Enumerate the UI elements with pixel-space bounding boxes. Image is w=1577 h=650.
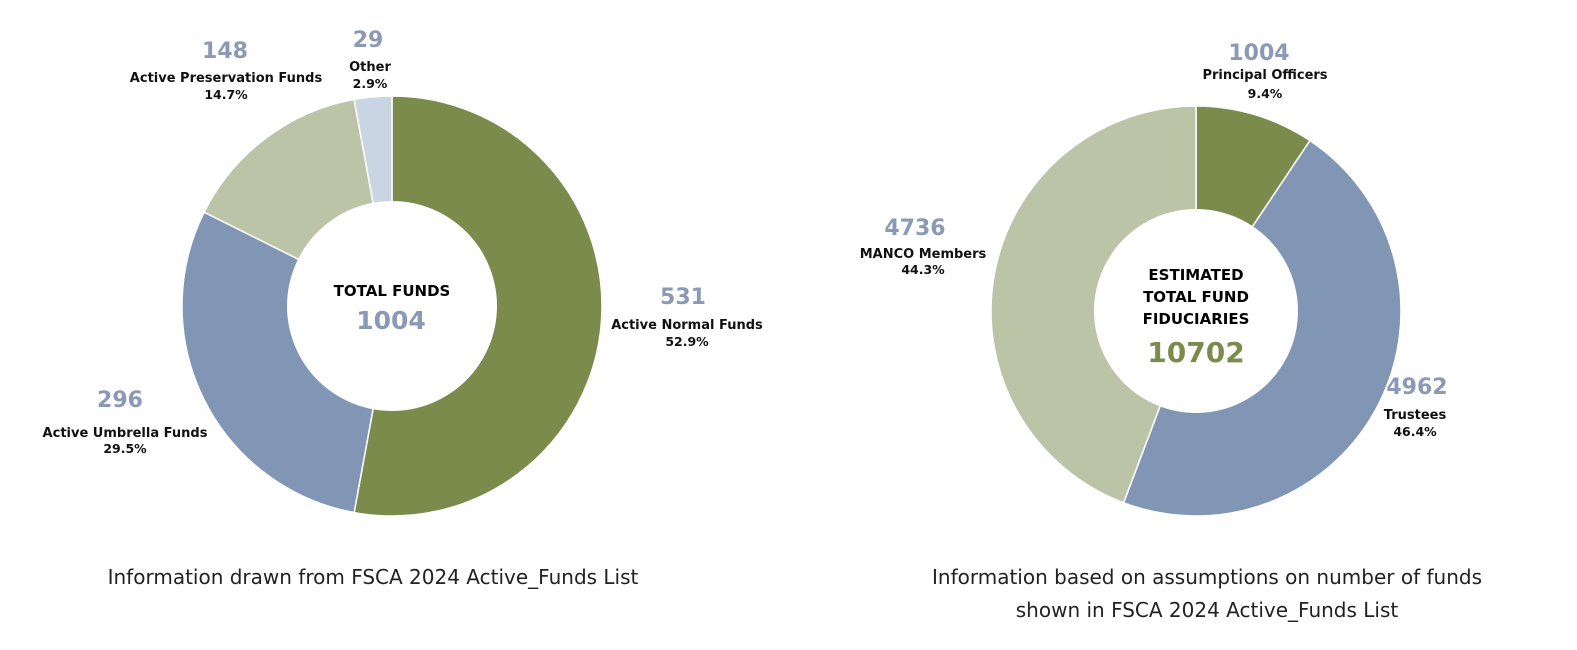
label-name-umbrella: Active Umbrella Funds: [43, 426, 208, 441]
center-title-line-1: ESTIMATED: [1148, 266, 1243, 284]
label-pct-normal: 52.9%: [665, 334, 709, 349]
label-name-normal: Active Normal Funds: [611, 318, 763, 333]
label-value-preservation: 148: [202, 39, 248, 64]
center-title-total-funds: TOTAL FUNDS: [334, 282, 451, 300]
total-funds-donut: [181, 95, 603, 517]
label-value-normal: 531: [660, 285, 706, 310]
donut-hole: [287, 201, 497, 411]
label-pct-other: 2.9%: [353, 76, 388, 91]
label-value-principal: 1004: [1228, 41, 1289, 66]
center-value-fiduciaries: 10702: [1147, 336, 1244, 369]
label-value-other: 29: [353, 28, 384, 53]
caption-right-line-2: shown in FSCA 2024 Active_Funds List: [1016, 598, 1399, 622]
center-value-total-funds: 1004: [356, 306, 426, 335]
label-pct-preservation: 14.7%: [204, 87, 248, 102]
label-name-manco: MANCO Members: [860, 247, 987, 262]
label-pct-trustees: 46.4%: [1393, 424, 1437, 439]
center-title-line-2: TOTAL FUND: [1143, 288, 1249, 306]
label-value-manco: 4736: [884, 216, 945, 241]
label-pct-umbrella: 29.5%: [103, 441, 147, 456]
label-value-trustees: 4962: [1386, 375, 1447, 400]
label-name-principal: Principal Officers: [1202, 68, 1327, 83]
label-name-preservation: Active Preservation Funds: [130, 71, 323, 86]
label-name-trustees: Trustees: [1384, 408, 1447, 423]
label-pct-principal: 9.4%: [1248, 86, 1283, 101]
label-pct-manco: 44.3%: [901, 262, 945, 277]
label-value-umbrella: 296: [97, 388, 143, 413]
label-name-other: Other: [349, 60, 391, 75]
fiduciaries-donut: [990, 105, 1402, 517]
caption-left: Information drawn from FSCA 2024 Active_…: [108, 565, 639, 589]
center-title-line-3: FIDUCIARIES: [1143, 310, 1250, 328]
donut-hole: [1094, 209, 1298, 413]
caption-right-line-1: Information based on assumptions on numb…: [932, 565, 1482, 589]
slice-manco-members: [990, 105, 1197, 504]
